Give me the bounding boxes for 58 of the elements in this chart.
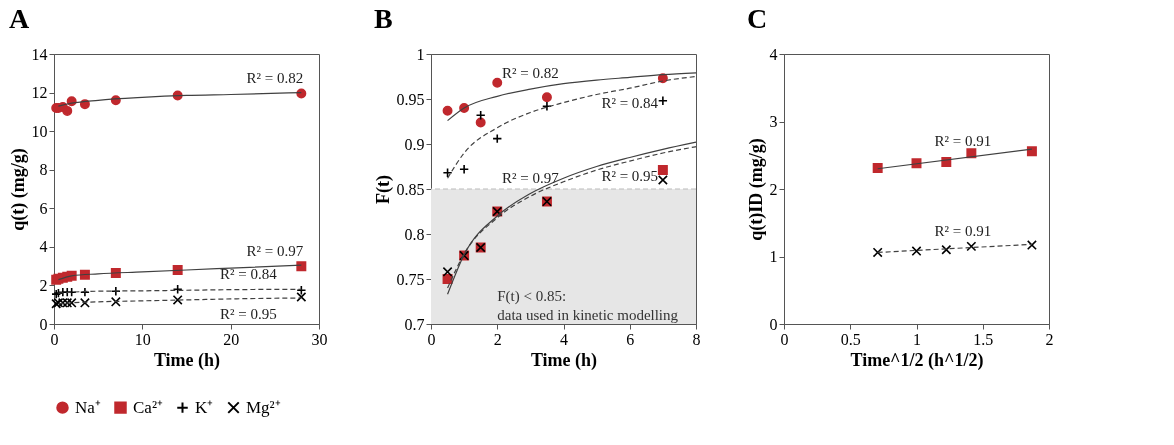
y-tick-label: 12 (31, 84, 48, 102)
y-tick-label: 0.95 (396, 90, 425, 108)
annotation: R² = 0.84 (219, 265, 278, 282)
y-tick-label: 0.85 (396, 180, 425, 198)
x-axis-title: Time (h) (530, 349, 598, 371)
y-tick-label: 6 (39, 199, 48, 217)
y-axis-title: q(t) (mg/g) (7, 148, 29, 231)
y-tick-label: 0 (39, 315, 48, 333)
y-axis-title: q(t)ID (mg/g) (745, 138, 767, 241)
x-tick-label: 4 (560, 330, 568, 348)
x-tick-label: 8 (692, 330, 701, 348)
x-tick-label: 30 (311, 330, 328, 348)
x-tick-label: 0 (427, 330, 436, 348)
y-tick-label: 4 (769, 45, 778, 63)
y-tick-label: 0.7 (404, 315, 425, 333)
y-tick-label: 1 (416, 45, 425, 63)
x-axis-title: Time^1/2 (h^1/2) (850, 349, 984, 371)
x-tick-label: 10 (134, 330, 151, 348)
legend-label: Ca²⁺ (133, 397, 163, 417)
x-tick-label: 2 (1045, 330, 1054, 348)
x-tick-label: 1 (913, 330, 921, 348)
chart-title: A (9, 3, 30, 34)
x-tick-label: 2 (493, 330, 502, 348)
annotation: R² = 0.84 (601, 95, 659, 112)
y-tick-label: 4 (39, 238, 48, 256)
y-tick-label: 0.9 (404, 135, 425, 153)
y-tick-label: 2 (769, 180, 778, 198)
y-tick-label: 14 (31, 45, 48, 63)
band-label: F(t) < 0.85: data used in kinetic modelling (497, 288, 679, 323)
y-axis-title: F(t) (372, 175, 394, 204)
x-tick-label: 6 (626, 330, 635, 348)
y-tick-label: 10 (31, 122, 48, 140)
y-tick-label: 0.75 (396, 270, 425, 288)
x-tick-label: 0 (50, 330, 59, 348)
y-tick-label: 2 (39, 276, 48, 294)
chart-title: C (747, 3, 768, 34)
chart-title: B (374, 3, 393, 34)
x-tick-label: 0 (780, 330, 789, 348)
annotation: R² = 0.97 (246, 242, 304, 259)
y-tick-label: 0 (769, 315, 778, 333)
x-tick-label: 20 (223, 330, 240, 348)
annotation: R² = 0.95 (601, 168, 659, 185)
annotation: R² = 0.82 (502, 65, 559, 82)
legend-label: K⁺ (195, 397, 214, 417)
y-tick-label: 8 (39, 161, 48, 179)
annotation: R² = 0.91 (934, 223, 992, 240)
x-tick-label: 0.5 (840, 330, 861, 348)
annotation: R² = 0.97 (502, 169, 560, 186)
y-tick-label: 0.8 (404, 225, 425, 243)
annotation: R² = 0.95 (219, 305, 277, 322)
y-tick-label: 3 (769, 113, 778, 130)
x-axis-title: Time (h) (153, 349, 221, 371)
annotation: R² = 0.91 (934, 133, 992, 150)
legend-label: Na⁺ (75, 397, 101, 417)
annotation: R² = 0.82 (246, 69, 304, 86)
y-tick-label: 1 (769, 248, 778, 265)
x-tick-label: 1.5 (973, 330, 994, 348)
legend-label: Mg²⁺ (246, 397, 281, 417)
